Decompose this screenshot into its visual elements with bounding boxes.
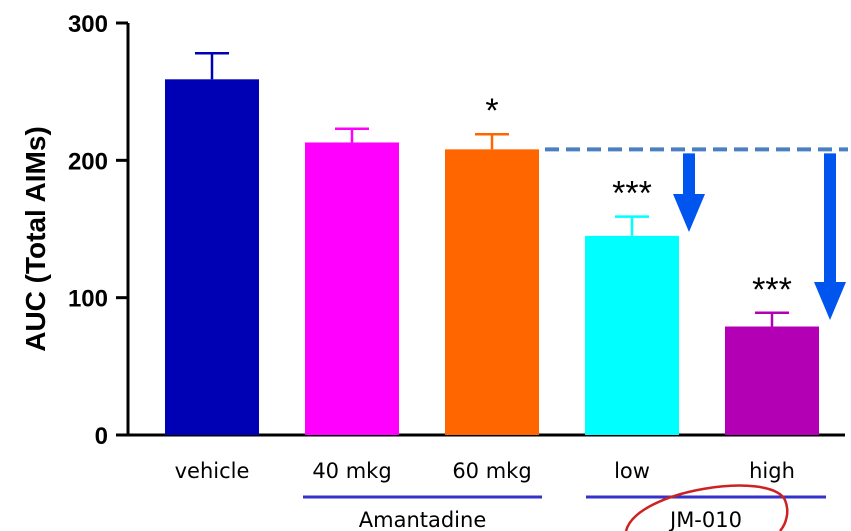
bars: ******* xyxy=(165,51,819,436)
y-tick-label: 100 xyxy=(68,286,108,313)
group-label: JM-010 xyxy=(668,508,742,531)
y-tick-label: 300 xyxy=(68,11,108,38)
down-arrow xyxy=(673,153,705,232)
highlight-ellipse xyxy=(624,484,789,531)
significance-marker: *** xyxy=(612,175,652,213)
y-ticks: 0 100 200 300 xyxy=(68,11,128,450)
category-label: vehicle xyxy=(175,459,250,483)
y-tick-label: 0 xyxy=(95,423,108,450)
category-label: high xyxy=(749,459,795,483)
bar-60-mkg xyxy=(445,149,539,435)
bar-low xyxy=(585,235,679,435)
category-label: low xyxy=(614,459,650,483)
y-axis-title: AUC (Total AIMs) xyxy=(20,126,51,352)
category-label: 40 mkg xyxy=(312,459,391,483)
group-label: Amantadine xyxy=(359,508,487,531)
down-arrow xyxy=(814,153,846,320)
reference-line-group xyxy=(545,147,848,320)
bar-40-mkg xyxy=(305,142,399,436)
significance-marker: * xyxy=(485,92,498,130)
group-brackets: Amantadine JM-010 xyxy=(303,484,826,531)
significance-marker: *** xyxy=(752,271,792,309)
category-label: 60 mkg xyxy=(452,459,531,483)
y-tick-label: 200 xyxy=(68,148,108,175)
bar-high xyxy=(725,326,819,435)
category-labels: vehicle 40 mkg 60 mkg low high xyxy=(175,459,795,483)
bar-vehicle xyxy=(165,79,259,435)
